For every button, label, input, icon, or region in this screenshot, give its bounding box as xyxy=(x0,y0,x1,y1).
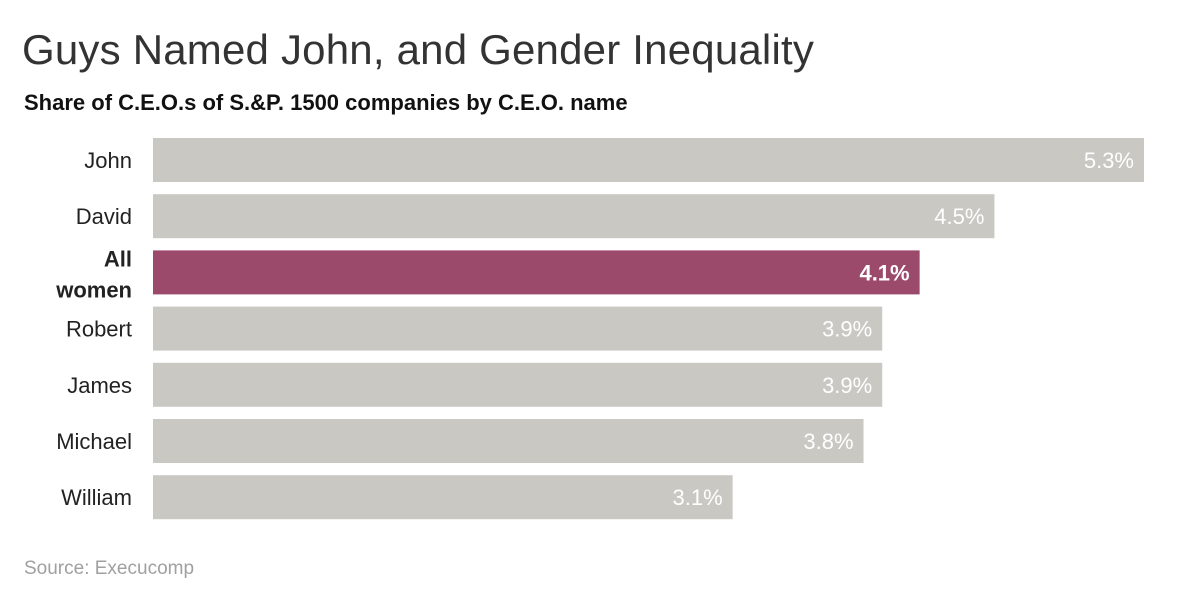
value-label: 5.3% xyxy=(1084,148,1134,173)
source-note: Source: Execucomp xyxy=(24,558,195,579)
category-label: Robert xyxy=(66,317,132,342)
chart-subtitle: Share of C.E.O.s of S.&P. 1500 companies… xyxy=(24,90,628,115)
category-label: James xyxy=(67,373,132,398)
category-label: William xyxy=(61,485,132,510)
bar-william xyxy=(153,475,733,520)
bars-group: 5.3% John 4.5% David 4.1% All women 3.9% Robert 3… xyxy=(55,138,1144,520)
chart-title: Guys Named John, and Gender Inequality xyxy=(22,26,815,73)
value-label: 4.5% xyxy=(934,204,984,229)
value-label: 3.1% xyxy=(672,485,722,510)
category-label: All women xyxy=(55,246,132,302)
bar-michael xyxy=(153,419,864,463)
bar-james xyxy=(153,362,883,407)
category-label: John xyxy=(84,148,132,173)
value-label: 3.9% xyxy=(822,317,872,342)
value-label: 3.8% xyxy=(803,429,853,454)
bar-robert xyxy=(153,306,883,351)
bar-john xyxy=(153,138,1144,182)
category-label: Michael xyxy=(56,429,132,454)
value-label: 4.1% xyxy=(859,260,909,285)
value-label: 3.9% xyxy=(822,373,872,398)
bar-all-women xyxy=(153,250,920,295)
bar-david xyxy=(153,194,995,239)
category-label: David xyxy=(76,204,132,229)
